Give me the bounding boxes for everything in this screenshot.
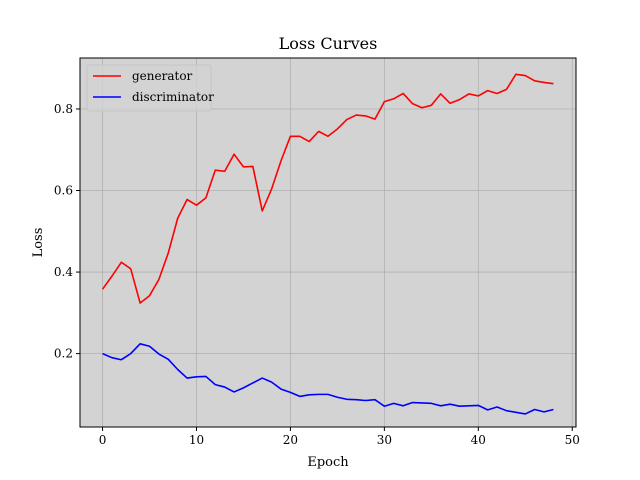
legend-label-generator: generator xyxy=(132,69,193,83)
series-line-discriminator xyxy=(102,343,554,415)
y-tick-label: 0.8 xyxy=(54,102,73,116)
y-axis-label: Loss xyxy=(31,228,46,258)
y-tick-label: 0.6 xyxy=(54,184,73,198)
grid xyxy=(80,58,576,427)
x-tick-label: 30 xyxy=(377,433,392,447)
axis-ticks: 0 10 20 30 40 50 0.2 0.4 0.6 0.8 xyxy=(54,102,580,447)
x-tick-label: 40 xyxy=(471,433,486,447)
chart-title: Loss Curves xyxy=(279,34,378,53)
plot-background xyxy=(80,58,576,427)
y-tick-label: 0.2 xyxy=(54,347,73,361)
x-axis-label: Epoch xyxy=(307,455,349,470)
series-line-generator xyxy=(101,73,554,304)
legend: generator discriminator xyxy=(86,64,214,112)
legend-label-discriminator: discriminator xyxy=(132,90,214,104)
x-tick-label: 50 xyxy=(565,433,580,447)
y-tick-label: 0.4 xyxy=(54,265,73,279)
x-tick-label: 20 xyxy=(283,433,298,447)
x-tick-label: 10 xyxy=(189,433,204,447)
series-layer xyxy=(101,73,554,415)
x-tick-label: 0 xyxy=(99,433,107,447)
plot-frame xyxy=(79,57,577,428)
